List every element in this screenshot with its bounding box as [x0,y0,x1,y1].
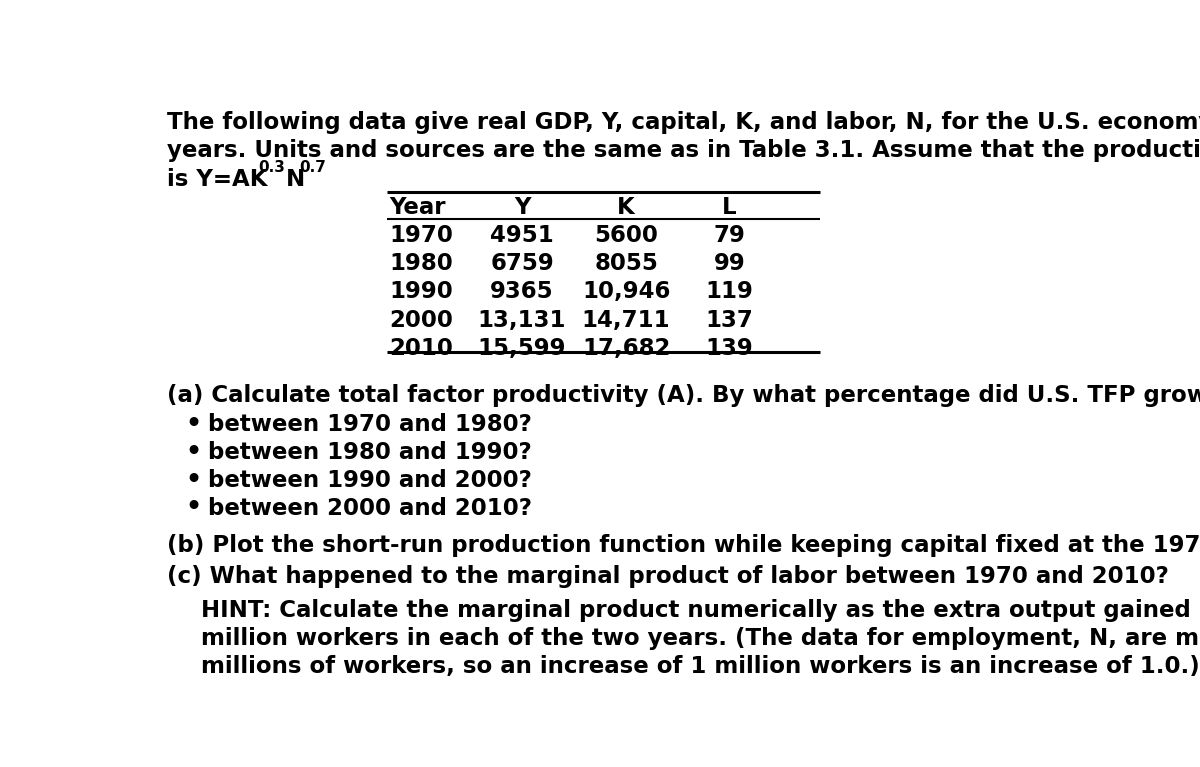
Text: 99: 99 [714,252,745,275]
Text: 1970: 1970 [389,224,452,247]
Text: years. Units and sources are the same as in Table 3.1. Assume that the productio: years. Units and sources are the same as… [167,140,1200,163]
Text: 0.7: 0.7 [299,160,325,175]
Text: K: K [617,196,635,219]
Text: Year: Year [389,196,445,219]
Text: (c) What happened to the marginal product of labor between 1970 and 2010?: (c) What happened to the marginal produc… [167,565,1169,588]
Text: 2010: 2010 [389,337,452,360]
Text: 1990: 1990 [389,280,452,303]
Text: 13,131: 13,131 [478,308,566,331]
Text: (a) Calculate total factor productivity (A). By what percentage did U.S. TFP gro: (a) Calculate total factor productivity … [167,384,1200,407]
Text: L: L [722,196,737,219]
Text: The following data give real GDP, Y, capital, K, and labor, N, for the U.S. econ: The following data give real GDP, Y, cap… [167,111,1200,134]
Text: 137: 137 [706,308,754,331]
Text: •: • [185,412,202,436]
Text: 9365: 9365 [490,280,554,303]
Text: 4951: 4951 [490,224,554,247]
Text: 0.3: 0.3 [258,160,284,175]
Text: 79: 79 [714,224,745,247]
Text: is Y=AK: is Y=AK [167,168,268,191]
Text: 139: 139 [706,337,754,360]
Text: HINT: Calculate the marginal product numerically as the extra output gained by a: HINT: Calculate the marginal product num… [202,599,1200,622]
Text: 2000: 2000 [389,308,452,331]
Text: 6759: 6759 [490,252,554,275]
Text: 8055: 8055 [594,252,658,275]
Text: between 2000 and 2010?: between 2000 and 2010? [208,497,532,520]
Text: 119: 119 [706,280,754,303]
Text: N: N [286,168,305,191]
Text: between 1990 and 2000?: between 1990 and 2000? [208,469,532,492]
Text: 14,711: 14,711 [582,308,671,331]
Text: •: • [185,468,202,492]
Text: •: • [185,440,202,464]
Text: •: • [185,495,202,519]
Text: Y: Y [514,196,530,219]
Text: 10,946: 10,946 [582,280,671,303]
Text: 17,682: 17,682 [582,337,671,360]
Text: million workers in each of the two years. (The data for employment, N, are measu: million workers in each of the two years… [202,627,1200,650]
Text: between 1980 and 1990?: between 1980 and 1990? [208,441,532,464]
Text: 5600: 5600 [594,224,658,247]
Text: millions of workers, so an increase of 1 million workers is an increase of 1.0.): millions of workers, so an increase of 1… [202,656,1200,679]
Text: (b) Plot the short-run production function while keeping capital fixed at the 19: (b) Plot the short-run production functi… [167,534,1200,557]
Text: 15,599: 15,599 [478,337,566,360]
Text: between 1970 and 1980?: between 1970 and 1980? [208,413,532,436]
Text: 1980: 1980 [389,252,452,275]
